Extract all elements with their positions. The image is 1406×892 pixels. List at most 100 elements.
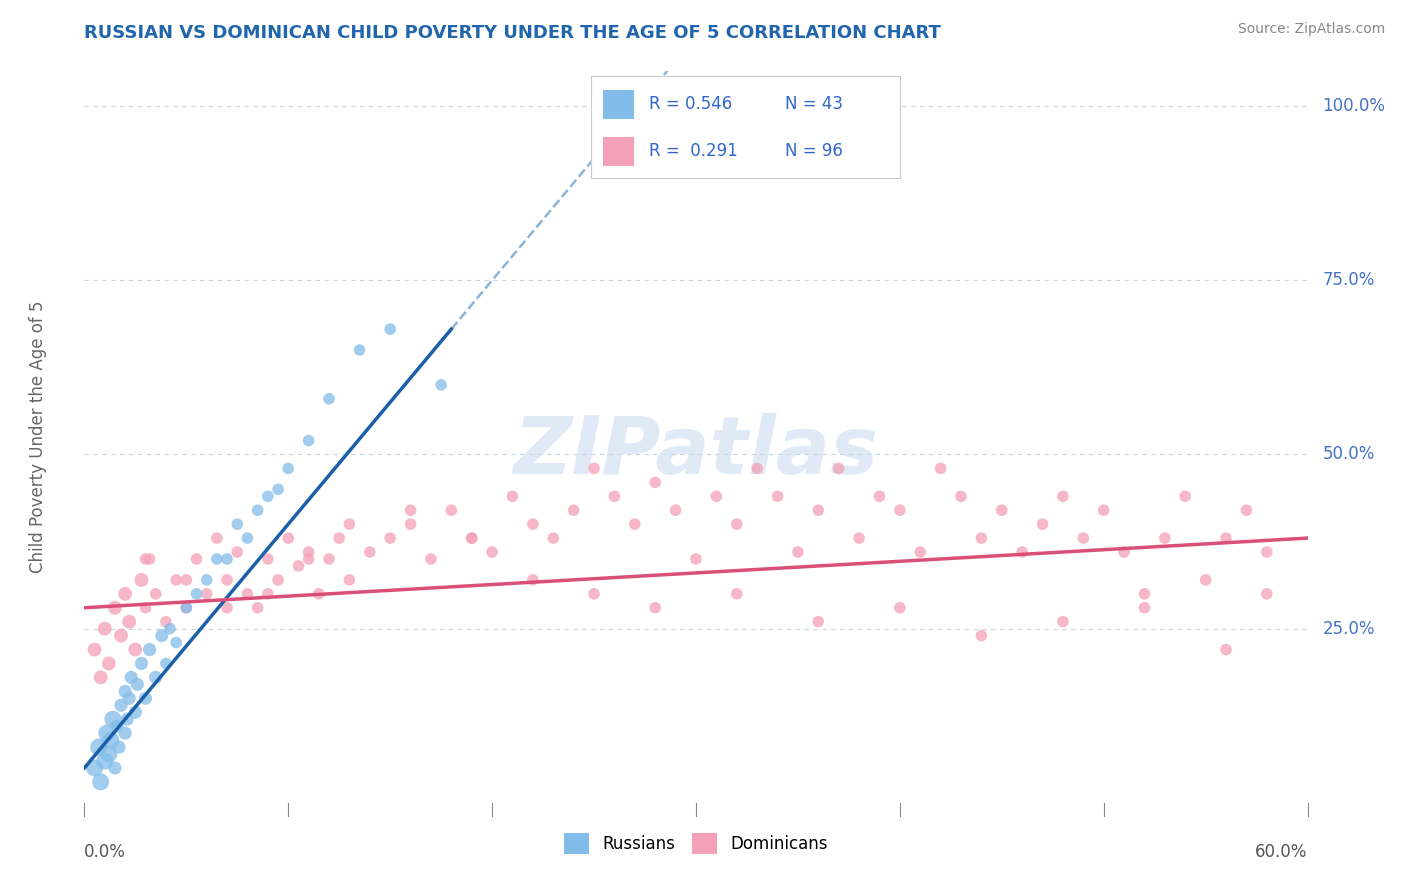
Point	[1133, 587, 1156, 601]
Point	[118, 691, 141, 706]
Point	[257, 552, 280, 566]
Text: Source: ZipAtlas.com: Source: ZipAtlas.com	[1237, 22, 1385, 37]
Point	[502, 489, 524, 503]
Point	[869, 489, 891, 503]
Point	[339, 573, 361, 587]
Point	[135, 600, 157, 615]
Text: RUSSIAN VS DOMINICAN CHILD POVERTY UNDER THE AGE OF 5 CORRELATION CHART: RUSSIAN VS DOMINICAN CHILD POVERTY UNDER…	[84, 24, 941, 42]
Point	[461, 531, 484, 545]
Point	[1092, 503, 1115, 517]
Point	[725, 587, 748, 601]
Point	[93, 622, 115, 636]
Point	[991, 503, 1014, 517]
Point	[706, 489, 728, 503]
Point	[127, 677, 149, 691]
Point	[87, 740, 110, 755]
Point	[108, 740, 131, 755]
Point	[1052, 615, 1074, 629]
Point	[1011, 545, 1033, 559]
Point	[257, 587, 280, 601]
Point	[226, 517, 249, 532]
Point	[950, 489, 973, 503]
Point	[114, 726, 136, 740]
Point	[120, 670, 142, 684]
Point	[481, 545, 503, 559]
Point	[236, 531, 259, 545]
Point	[970, 629, 993, 643]
Point	[644, 600, 666, 615]
Point	[83, 761, 105, 775]
Point	[1133, 600, 1156, 615]
Point	[110, 629, 132, 643]
Point	[101, 712, 124, 726]
Point	[1215, 642, 1237, 657]
Point	[114, 587, 136, 601]
Point	[150, 629, 173, 643]
Point	[105, 719, 128, 733]
Point	[267, 483, 290, 497]
Point	[787, 545, 810, 559]
Point	[440, 503, 463, 517]
Point	[583, 461, 606, 475]
Point	[665, 503, 688, 517]
Point	[124, 705, 146, 719]
Point	[114, 684, 136, 698]
Bar	[603, 137, 634, 166]
Point	[115, 712, 138, 726]
Text: R = 0.546: R = 0.546	[650, 95, 733, 112]
Point	[298, 552, 321, 566]
Point	[1052, 489, 1074, 503]
Text: 25.0%: 25.0%	[1322, 620, 1375, 638]
Point	[970, 531, 993, 545]
Point	[430, 377, 453, 392]
Point	[124, 642, 146, 657]
Point	[1256, 587, 1278, 601]
Point	[195, 587, 218, 601]
Point	[195, 573, 218, 587]
Point	[257, 489, 280, 503]
Point	[90, 670, 112, 684]
Point	[420, 552, 443, 566]
Point	[97, 747, 120, 761]
Point	[339, 517, 361, 532]
Point	[349, 343, 371, 357]
Point	[1215, 531, 1237, 545]
Point	[205, 531, 228, 545]
Text: R =  0.291: R = 0.291	[650, 142, 738, 160]
Text: N = 96: N = 96	[786, 142, 844, 160]
Point	[644, 475, 666, 490]
Point	[226, 545, 249, 559]
Point	[118, 615, 141, 629]
Point	[747, 461, 769, 475]
Point	[522, 573, 544, 587]
Point	[929, 461, 952, 475]
Point	[910, 545, 932, 559]
Point	[186, 552, 208, 566]
Point	[1195, 573, 1218, 587]
Point	[174, 573, 197, 587]
Point	[155, 657, 177, 671]
Point	[1073, 531, 1095, 545]
Point	[298, 434, 321, 448]
Point	[236, 587, 259, 601]
Point	[131, 573, 153, 587]
Point	[131, 657, 153, 671]
Point	[97, 657, 120, 671]
Point	[848, 531, 870, 545]
Point	[145, 670, 167, 684]
Text: N = 43: N = 43	[786, 95, 844, 112]
Text: Child Poverty Under the Age of 5: Child Poverty Under the Age of 5	[30, 301, 46, 574]
Text: 100.0%: 100.0%	[1322, 97, 1385, 115]
Point	[217, 573, 239, 587]
Point	[138, 552, 160, 566]
Point	[583, 587, 606, 601]
Text: 0.0%: 0.0%	[84, 843, 127, 861]
Text: 50.0%: 50.0%	[1322, 445, 1375, 464]
Point	[562, 503, 585, 517]
Point	[1154, 531, 1177, 545]
Legend: Russians, Dominicans: Russians, Dominicans	[557, 827, 835, 860]
Point	[685, 552, 707, 566]
Point	[90, 775, 112, 789]
Text: ZIPatlas: ZIPatlas	[513, 413, 879, 491]
Point	[145, 587, 167, 601]
